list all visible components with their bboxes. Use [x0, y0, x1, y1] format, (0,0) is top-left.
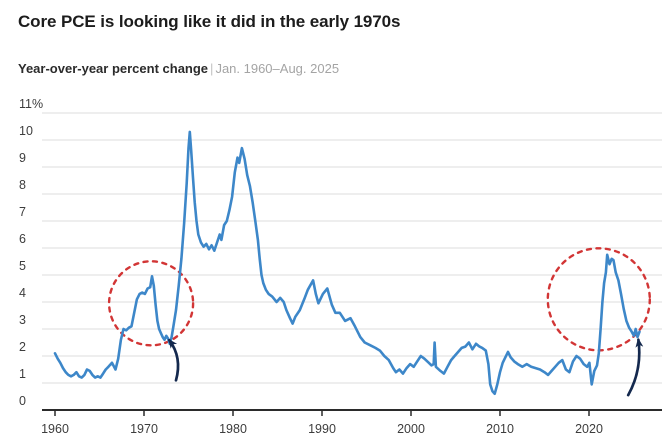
- pce-line: [53, 130, 641, 396]
- highlight-circle-early-1970s: [107, 260, 195, 347]
- y-tick-label: 8: [19, 178, 26, 192]
- y-tick-label: 2: [19, 340, 26, 354]
- chart-subtitle: Year-over-year percent change | Jan. 1960–…: [18, 61, 339, 76]
- arrow-2025-end: [626, 337, 644, 397]
- x-tick-label: 2010: [486, 422, 514, 436]
- y-tick-label: 9: [19, 151, 26, 165]
- arrow-annotations: [168, 337, 644, 397]
- x-tick-label: 1990: [308, 422, 336, 436]
- x-tick-label: 1980: [219, 422, 247, 436]
- chart-title: Core PCE is looking like it did in the e…: [18, 12, 401, 31]
- y-tick-label: 4: [19, 286, 26, 300]
- subtitle-measure-label: Year-over-year percent change: [18, 61, 209, 76]
- x-axis: 1960 1970 1980 1990 2000 2010 2020: [41, 409, 662, 436]
- subtitle-separator: |: [210, 61, 214, 76]
- y-tick-label: 3: [19, 313, 26, 327]
- highlight-circles: [107, 247, 651, 352]
- y-tick-label: 6: [19, 232, 26, 246]
- x-tick-label: 1960: [41, 422, 69, 436]
- y-tick-label: 5: [19, 259, 26, 273]
- arrow-1972-dip: [168, 338, 180, 382]
- y-tick-label: 0: [19, 394, 26, 408]
- y-tick-label: 10: [19, 124, 33, 138]
- subtitle-date-range: Jan. 1960–Aug. 2025: [215, 61, 340, 76]
- x-tick-label: 2000: [397, 422, 425, 436]
- y-tick-label: 1: [19, 367, 26, 381]
- y-tick-label: 7: [19, 205, 26, 219]
- y-tick-label: 11%: [19, 97, 43, 111]
- x-tick-label: 1970: [130, 422, 158, 436]
- x-tick-label: 2020: [575, 422, 603, 436]
- gridlines: [42, 112, 662, 384]
